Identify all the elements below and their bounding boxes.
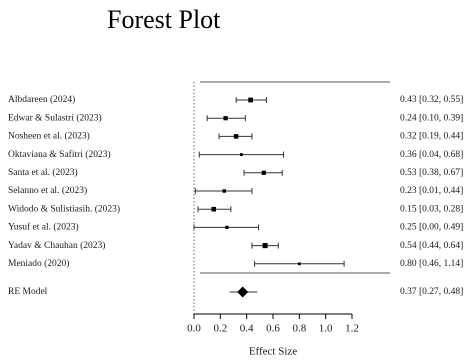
- summary-diamond: [237, 286, 249, 298]
- x-tick-label: 1.0: [319, 323, 333, 335]
- study-estimate-text: 0.54 [0.44, 0.64]: [400, 241, 463, 251]
- point-estimate: [239, 153, 243, 157]
- study-label: Oktaviana & Safitri (2023): [8, 149, 111, 160]
- study-estimate-text: 0.23 [0.01, 0.44]: [400, 186, 463, 196]
- study-estimate-text: 0.53 [0.38, 0.67]: [400, 168, 463, 178]
- study-label: Meniado (2020): [8, 258, 69, 269]
- point-estimate: [262, 243, 268, 249]
- x-tick-label: 0.2: [213, 323, 227, 335]
- x-tick-label: 1.2: [345, 323, 359, 335]
- study-label: Widodo & Sulistiasih. (2023): [8, 203, 120, 214]
- study-estimate-text: 0.25 [0.00, 0.49]: [400, 223, 463, 233]
- chart-title: Forest Plot: [107, 5, 221, 34]
- x-tick-label: 0.4: [240, 323, 254, 335]
- point-estimate: [223, 116, 228, 121]
- point-estimate: [261, 170, 266, 175]
- point-estimate: [233, 134, 239, 139]
- point-estimate: [297, 262, 301, 266]
- study-estimate-text: 0.36 [0.04, 0.68]: [400, 150, 463, 160]
- study-label: Albdareen (2024): [8, 94, 75, 105]
- study-estimate-text: 0.15 [0.03, 0.28]: [400, 204, 463, 214]
- study-label: Selanno et al. (2023): [8, 185, 87, 196]
- x-axis-label: Effect Size: [249, 346, 297, 358]
- point-estimate: [211, 206, 217, 212]
- study-label: Edwar & Sulastri (2023): [8, 112, 102, 123]
- x-tick-label: 0.0: [187, 323, 201, 335]
- study-estimate-text: 0.43 [0.32, 0.55]: [400, 95, 463, 105]
- point-estimate: [225, 225, 229, 230]
- study-estimate-text: 0.80 [0.46, 1.14]: [400, 259, 463, 269]
- point-estimate: [222, 189, 227, 193]
- study-estimate-text: 0.24 [0.10, 0.39]: [400, 113, 463, 123]
- study-label: Santa et al. (2023): [8, 167, 78, 178]
- study-label: Yusuf et al. (2023): [8, 222, 79, 233]
- x-tick-label: 0.6: [266, 323, 280, 335]
- point-estimate: [248, 97, 253, 103]
- study-estimate-text: 0.32 [0.19, 0.44]: [400, 132, 463, 142]
- summary-label: RE Model: [8, 287, 48, 297]
- x-tick-label: 0.8: [292, 323, 306, 335]
- study-label: Yadav & Chauhan (2023): [8, 240, 105, 251]
- summary-estimate-text: 0.37 [0.27, 0.48]: [400, 287, 463, 297]
- study-label: Nosheen et al. (2023): [8, 131, 90, 142]
